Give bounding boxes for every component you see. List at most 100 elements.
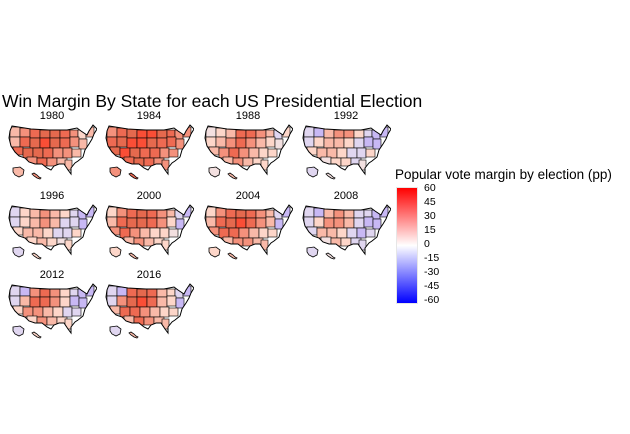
election-map-2000: 2000 bbox=[104, 190, 194, 262]
state-region bbox=[78, 138, 88, 150]
state-region bbox=[166, 295, 177, 307]
state-region bbox=[126, 296, 138, 308]
state-region bbox=[235, 129, 247, 139]
state-region bbox=[245, 217, 257, 229]
state-region bbox=[129, 147, 141, 159]
state-region bbox=[245, 129, 257, 139]
state-region bbox=[126, 137, 138, 149]
state-region bbox=[313, 136, 325, 148]
state-region bbox=[238, 227, 250, 239]
panel-year-label: 2004 bbox=[235, 190, 261, 202]
state-region bbox=[52, 306, 64, 318]
election-map-1980: 1980 bbox=[7, 110, 97, 182]
state-region bbox=[255, 137, 267, 149]
state-region bbox=[245, 137, 257, 149]
state-region bbox=[156, 288, 168, 298]
state-region bbox=[168, 228, 179, 238]
state-region bbox=[59, 129, 71, 139]
state-region bbox=[248, 227, 260, 239]
state-region bbox=[166, 288, 176, 297]
state-region bbox=[156, 137, 168, 149]
state-region bbox=[265, 129, 275, 138]
state-region bbox=[258, 227, 269, 239]
hawaii-region bbox=[31, 331, 42, 339]
state-region bbox=[62, 306, 73, 318]
state-region bbox=[149, 227, 161, 239]
state-region bbox=[356, 147, 367, 159]
state-region bbox=[343, 129, 355, 139]
state-region bbox=[39, 209, 51, 219]
state-region bbox=[175, 138, 185, 150]
map-title: Win Margin By State for each US Presiden… bbox=[2, 91, 423, 111]
state-region bbox=[333, 137, 345, 149]
state-region bbox=[29, 217, 41, 229]
state-region bbox=[166, 136, 177, 148]
state-region bbox=[129, 306, 141, 318]
state-region bbox=[22, 147, 34, 159]
state-region bbox=[346, 227, 358, 239]
state-region bbox=[133, 237, 145, 247]
state-region bbox=[59, 288, 71, 298]
state-region bbox=[29, 208, 41, 219]
state-region bbox=[42, 306, 54, 318]
us-outline bbox=[105, 124, 194, 176]
election-map-2016: 2016 bbox=[104, 269, 194, 341]
state-region bbox=[265, 209, 275, 218]
state-region bbox=[32, 306, 44, 318]
state-region bbox=[78, 218, 88, 230]
state-region bbox=[119, 147, 131, 159]
state-region bbox=[39, 296, 51, 308]
state-region bbox=[46, 316, 58, 326]
state-region bbox=[29, 296, 41, 308]
state-region bbox=[159, 306, 170, 318]
state-region bbox=[218, 227, 230, 239]
state-region bbox=[336, 147, 348, 159]
state-region bbox=[139, 306, 151, 318]
state-region bbox=[330, 157, 342, 167]
alaska-region bbox=[109, 166, 122, 178]
legend-tick-label: 60 bbox=[424, 182, 436, 194]
state-region bbox=[133, 316, 145, 326]
state-region bbox=[59, 137, 71, 149]
state-region bbox=[245, 209, 257, 219]
state-region bbox=[19, 216, 31, 228]
us-states-map bbox=[302, 204, 391, 260]
panel-year-label: 2000 bbox=[136, 190, 162, 202]
state-region bbox=[323, 137, 335, 149]
us-states-map bbox=[105, 124, 194, 180]
state-region bbox=[49, 217, 61, 229]
state-region bbox=[159, 227, 170, 239]
state-region bbox=[119, 227, 131, 239]
state-region bbox=[156, 217, 168, 229]
state-region bbox=[42, 147, 54, 159]
state-region bbox=[228, 227, 240, 239]
state-region bbox=[126, 128, 138, 139]
state-region bbox=[323, 217, 335, 229]
state-region bbox=[9, 136, 21, 148]
state-region bbox=[255, 129, 267, 139]
state-region bbox=[242, 157, 254, 167]
state-region bbox=[62, 147, 73, 159]
state-region bbox=[32, 227, 44, 239]
state-region bbox=[326, 227, 338, 239]
us-outline bbox=[8, 283, 97, 335]
state-region bbox=[166, 129, 176, 138]
state-region bbox=[22, 227, 34, 239]
state-region bbox=[146, 137, 158, 149]
legend-tick-label: 30 bbox=[424, 210, 436, 222]
state-region bbox=[333, 129, 345, 139]
state-region bbox=[225, 137, 237, 149]
state-region bbox=[39, 137, 51, 149]
state-region bbox=[136, 217, 148, 229]
state-region bbox=[330, 237, 342, 247]
state-region bbox=[258, 147, 269, 159]
state-region bbox=[9, 295, 21, 307]
state-region bbox=[146, 209, 158, 219]
election-map-2012: 2012 bbox=[7, 269, 97, 341]
alaska-region bbox=[12, 246, 25, 258]
state-region bbox=[159, 147, 170, 159]
state-region bbox=[343, 217, 355, 229]
state-region bbox=[59, 296, 71, 308]
state-region bbox=[333, 217, 345, 229]
state-region bbox=[49, 137, 61, 149]
